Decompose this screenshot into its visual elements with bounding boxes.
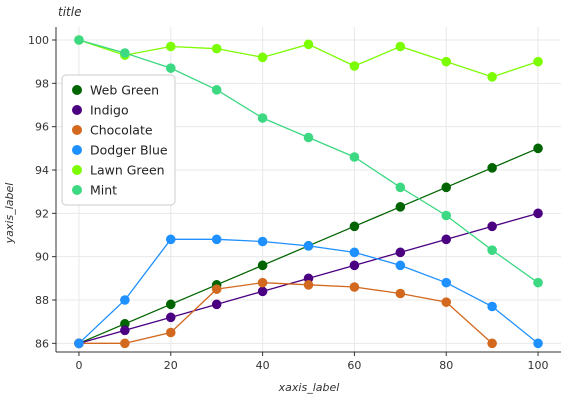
- legend-marker-indigo: [72, 105, 82, 115]
- data-point-lawn-green: [533, 56, 543, 67]
- data-point-lawn-green: [303, 39, 314, 50]
- data-point-mint: [349, 152, 360, 162]
- legend-label-dodger-blue: Dodger Blue: [90, 143, 168, 158]
- y-tick-label: 92: [35, 207, 49, 220]
- data-point-lawn-green: [441, 56, 452, 67]
- data-point-indigo: [395, 247, 406, 258]
- x-axis-label: xaxis_label: [278, 381, 340, 394]
- y-tick-label: 98: [35, 77, 49, 90]
- data-point-dodger-blue: [165, 234, 176, 245]
- series-chocolate: [74, 277, 497, 349]
- legend-marker-lawn-green: [72, 165, 82, 175]
- data-point-dodger-blue: [349, 247, 360, 258]
- legend-label-chocolate: Chocolate: [90, 123, 153, 138]
- axes: 86 88 90 92 94 96 98 100 0 20 40 60 80 100: [28, 27, 561, 372]
- legend-marker-mint: [72, 185, 82, 195]
- legend-label-web-green: Web Green: [90, 83, 159, 98]
- data-point-web-green: [349, 221, 360, 232]
- data-point-indigo: [257, 286, 268, 297]
- legend-box: [61, 74, 176, 206]
- data-point-web-green: [165, 299, 176, 310]
- data-point-indigo: [211, 299, 222, 310]
- data-point-dodger-blue: [487, 301, 497, 312]
- data-point-lawn-green: [395, 41, 406, 52]
- data-point-web-green: [257, 260, 268, 271]
- data-point-mint: [211, 85, 222, 95]
- series-indigo: [74, 208, 543, 349]
- data-point-indigo: [533, 208, 543, 219]
- legend-label-indigo: Indigo: [90, 103, 129, 118]
- data-point-mint: [74, 35, 84, 45]
- data-point-lawn-green: [211, 43, 222, 54]
- data-point-chocolate: [441, 297, 452, 307]
- chart-title: title: [58, 5, 81, 19]
- data-point-mint: [395, 182, 406, 193]
- x-tick-label: 100: [528, 359, 549, 372]
- data-point-mint: [120, 48, 130, 58]
- data-point-web-green: [395, 202, 406, 212]
- data-point-lawn-green: [349, 61, 360, 71]
- series-line-dodger-blue: [78, 238, 539, 344]
- x-tick-label: 0: [75, 359, 82, 372]
- data-point-chocolate: [395, 288, 406, 299]
- data-point-chocolate: [487, 338, 497, 349]
- data-point-dodger-blue: [257, 236, 268, 247]
- data-point-dodger-blue: [120, 295, 130, 305]
- series-layer: [74, 35, 543, 349]
- data-point-lawn-green: [487, 72, 497, 82]
- data-point-lawn-green: [165, 41, 176, 52]
- data-point-web-green: [533, 143, 543, 154]
- x-tick-label: 20: [164, 359, 178, 372]
- legend-marker-chocolate: [72, 125, 82, 135]
- data-point-indigo: [441, 234, 452, 245]
- y-tick-label: 100: [28, 34, 49, 47]
- x-tick-label: 60: [347, 359, 361, 372]
- series-dodger-blue: [74, 234, 543, 349]
- y-tick-label: 94: [35, 164, 49, 177]
- data-point-chocolate: [303, 280, 314, 290]
- data-point-dodger-blue: [303, 241, 314, 251]
- data-point-lawn-green: [257, 52, 268, 63]
- data-point-chocolate: [165, 327, 176, 338]
- y-tick-label: 96: [35, 121, 49, 134]
- data-point-chocolate: [257, 277, 268, 288]
- data-point-dodger-blue: [395, 260, 406, 271]
- legend-label-mint: Mint: [90, 183, 117, 198]
- data-point-chocolate: [120, 338, 130, 349]
- data-point-indigo: [165, 312, 176, 323]
- data-point-dodger-blue: [533, 338, 543, 349]
- x-tick-label: 40: [256, 359, 270, 372]
- legend: Web Green Indigo Chocolate Dodger Blue Lawn …: [61, 74, 176, 206]
- data-point-indigo: [120, 325, 130, 336]
- data-point-dodger-blue: [211, 234, 222, 245]
- data-point-mint: [487, 245, 497, 255]
- y-tick-label: 88: [35, 294, 49, 307]
- x-tick-label: 80: [439, 359, 453, 372]
- data-point-mint: [441, 210, 452, 221]
- legend-marker-web-green: [72, 85, 82, 95]
- data-point-chocolate: [349, 282, 360, 292]
- y-tick-label: 86: [35, 337, 49, 350]
- data-point-mint: [257, 113, 268, 123]
- data-point-web-green: [441, 182, 452, 193]
- data-point-web-green: [487, 163, 497, 173]
- data-point-mint: [165, 63, 176, 73]
- data-point-dodger-blue: [441, 277, 452, 288]
- legend-marker-dodger-blue: [72, 145, 82, 155]
- y-axis-label: yaxis_label: [3, 183, 16, 245]
- series-mint: [74, 35, 543, 288]
- data-point-mint: [303, 132, 314, 143]
- data-point-indigo: [349, 260, 360, 271]
- y-tick-label: 90: [35, 251, 49, 264]
- data-point-mint: [533, 277, 543, 288]
- legend-label-lawn-green: Lawn Green: [90, 163, 165, 178]
- data-point-dodger-blue: [74, 338, 84, 349]
- data-point-indigo: [487, 221, 497, 232]
- series-line-chocolate: [78, 282, 493, 344]
- data-point-chocolate: [211, 284, 222, 294]
